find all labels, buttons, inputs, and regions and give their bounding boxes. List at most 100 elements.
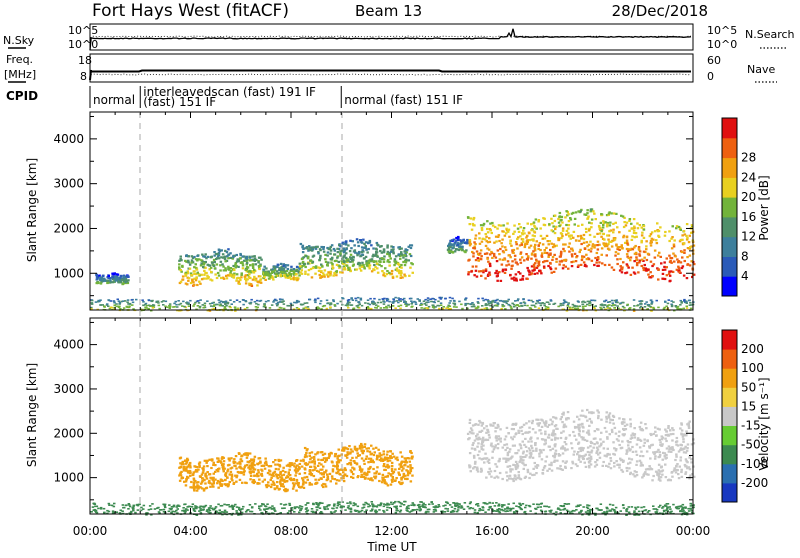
heatmap-cell [271,505,274,507]
heatmap-cell [642,455,645,457]
heatmap-cell [401,456,404,458]
heatmap-cell [198,302,201,304]
heatmap-cell [482,507,485,509]
heatmap-cell [408,457,411,459]
heatmap-cell [469,243,472,245]
heatmap-cell [409,464,412,466]
heatmap-cell [472,223,475,225]
heatmap-cell [307,263,310,265]
heatmap-cell [589,234,592,236]
heatmap-cell [533,230,536,232]
heatmap-cell [354,252,357,254]
heatmap-cell [279,274,282,276]
heatmap-cell [214,267,217,269]
heatmap-cell [631,267,634,269]
heatmap-cell [559,509,562,511]
heatmap-cell [203,274,206,276]
heatmap-cell [610,460,613,462]
heatmap-cell [528,420,531,422]
heatmap-cell [489,265,492,267]
heatmap-cell [507,260,510,262]
heatmap-cell [520,302,523,304]
heatmap-cell [610,467,613,469]
heatmap-cell [227,469,230,471]
heatmap-cell [562,460,565,462]
heatmap-cell [536,300,539,302]
heatmap-cell [523,227,526,229]
heatmap-cell [325,261,328,263]
heatmap-cell [650,300,653,302]
heatmap-cell [690,304,693,306]
heatmap-cell [584,248,587,250]
heatmap-cell [519,259,522,261]
heatmap-cell [277,264,280,266]
heatmap-cell [248,273,251,275]
heatmap-cell [368,447,371,449]
heatmap-cell [613,269,616,271]
heatmap-cell [486,220,489,222]
heatmap-cell [319,267,322,269]
heatmap-cell [509,274,512,276]
heatmap-cell [564,259,567,261]
heatmap-cell [583,234,586,236]
heatmap-cell [634,436,637,438]
heatmap-cell [526,305,529,307]
heatmap-cell [343,480,346,482]
heatmap-cell [302,483,305,485]
heatmap-cell [296,279,299,281]
heatmap-cell [308,249,311,251]
heatmap-cell [502,259,505,261]
heatmap-cell [650,233,653,235]
heatmap-cell [633,310,636,312]
heatmap-cell [626,236,629,238]
heatmap-cell [274,459,277,461]
heatmap-cell [196,484,199,486]
heatmap-cell [565,443,568,445]
heatmap-cell [271,304,274,306]
heatmap-cell [596,409,599,411]
heatmap-cell [637,271,640,273]
heatmap-cell [560,251,563,253]
heatmap-cell [557,218,560,220]
heatmap-cell [392,277,395,279]
heatmap-cell [355,268,358,270]
heatmap-cell [372,247,375,249]
heatmap-cell [504,246,507,248]
heatmap-cell [182,461,185,463]
heatmap-cell [354,298,357,300]
heatmap-cell [673,239,676,241]
heatmap-cell [504,438,507,440]
heatmap-cell [323,251,326,253]
heatmap-cell [593,236,596,238]
heatmap-cell [633,299,636,301]
heatmap-cell [682,265,685,267]
heatmap-cell [279,268,282,270]
heatmap-cell [345,241,348,243]
heatmap-cell [500,242,503,244]
heatmap-cell [586,458,589,460]
heatmap-cell [409,450,412,452]
heatmap-cell [594,430,597,432]
heatmap-cell [233,458,236,460]
heatmap-cell [568,224,571,226]
heatmap-cell [212,486,215,488]
heatmap-cell [488,237,491,239]
heatmap-cell [185,255,188,257]
heatmap-cell [589,241,592,243]
heatmap-cell [542,469,545,471]
heatmap-cell [588,302,591,304]
heatmap-cell [302,459,305,461]
heatmap-cell [598,445,601,447]
heatmap-cell [220,485,223,487]
heatmap-cell [449,300,452,302]
y-tick-label: 3000 [53,177,84,191]
heatmap-cell [230,257,233,259]
heatmap-cell [319,255,322,257]
heatmap-cell [135,299,138,301]
heatmap-cell [437,301,440,303]
heatmap-cell [408,259,411,261]
heatmap-cell [530,440,533,442]
heatmap-cell [659,480,662,482]
heatmap-cell [638,511,641,513]
heatmap-cell [565,210,568,212]
